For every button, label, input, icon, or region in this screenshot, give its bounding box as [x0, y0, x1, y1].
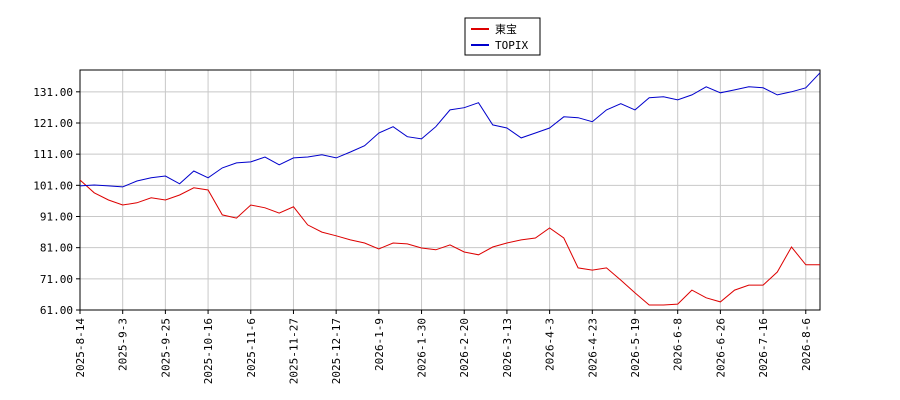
x-tick-label: 2025-10-16: [202, 318, 215, 384]
y-tick-label: 131.00: [33, 86, 73, 99]
y-tick-label: 91.00: [40, 210, 73, 223]
y-tick-label: 71.00: [40, 273, 73, 286]
x-tick-label: 2026-1-9: [373, 318, 386, 371]
x-tick-label: 2026-4-23: [586, 318, 599, 378]
series-line: [79, 179, 820, 306]
x-tick-label: 2025-8-14: [74, 318, 87, 378]
y-tick-label: 61.00: [40, 304, 73, 317]
x-tick-label: 2025-11-6: [245, 318, 258, 378]
legend-label: TOPIX: [495, 39, 528, 52]
x-tick-label: 2026-6-8: [672, 318, 685, 371]
legend: 東宝 TOPIX: [464, 17, 541, 56]
series-line: [79, 72, 821, 188]
x-tick-label: 2026-5-19: [629, 318, 642, 378]
legend-box: [464, 17, 541, 56]
x-tick-label: 2026-7-16: [757, 318, 770, 378]
x-tick-label: 2025-9-25: [159, 318, 172, 378]
plot-frame: [79, 69, 821, 311]
x-tick-label: 2026-2-20: [458, 318, 471, 378]
x-tick-label: 2026-1-30: [416, 318, 429, 378]
x-tick-label: 2025-11-27: [287, 318, 300, 384]
x-tick-label: 2025-9-3: [117, 318, 130, 371]
y-tick-label: 101.00: [33, 179, 73, 192]
x-tick-label: 2025-12-17: [330, 318, 343, 384]
legend-label: 東宝: [495, 22, 517, 36]
x-tick-label: 2026-3-13: [501, 318, 514, 378]
y-tick-label: 111.00: [33, 148, 73, 161]
x-tick-label: 2026-4-3: [544, 318, 557, 371]
x-tick-label: 2026-6-26: [714, 318, 727, 378]
y-tick-label: 121.00: [33, 117, 73, 130]
x-tick-label: 2026-8-6: [800, 318, 813, 371]
y-tick-label: 81.00: [40, 242, 73, 255]
